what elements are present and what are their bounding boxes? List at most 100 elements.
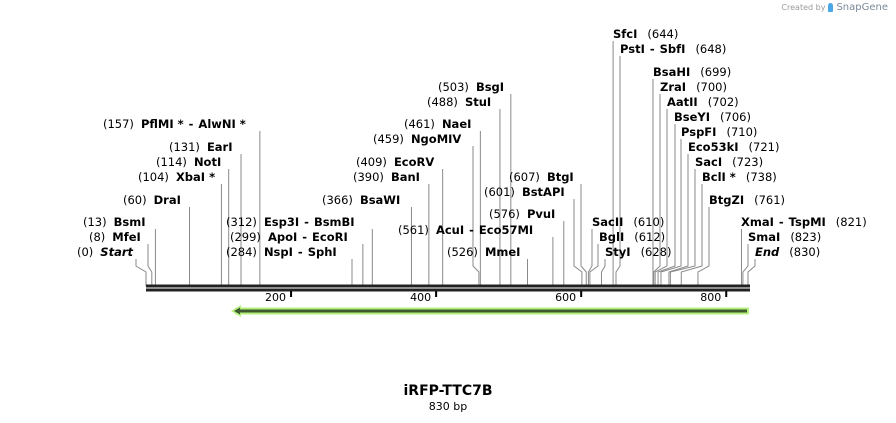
enzyme-name[interactable]: ZraI	[660, 80, 687, 94]
enzyme-name[interactable]: StuI	[464, 95, 492, 109]
restriction-site[interactable]: (366) BsaWI	[322, 194, 400, 207]
enzyme-name[interactable]: Eco53kI	[688, 140, 739, 154]
restriction-site[interactable]: AatII (702)	[667, 96, 739, 109]
site-position: (721)	[748, 140, 780, 154]
enzyme-name[interactable]: ApoI	[267, 230, 298, 244]
restriction-site[interactable]: SacI (723)	[695, 156, 763, 169]
enzyme-name[interactable]: AcuI	[435, 223, 465, 237]
restriction-site[interactable]: (607) BtgI	[509, 171, 574, 184]
enzyme-name[interactable]: BsaWI	[359, 193, 401, 207]
enzyme-name[interactable]: EcoRV	[393, 155, 435, 169]
enzyme-name[interactable]: Esp3I	[263, 215, 300, 229]
restriction-site[interactable]: (390) BanI	[353, 171, 420, 184]
enzyme-name[interactable]: AatII	[667, 95, 698, 109]
site-connector	[697, 207, 710, 286]
site-enzymes: BtgI	[547, 170, 574, 184]
enzyme-name[interactable]: BglI	[599, 230, 625, 244]
restriction-site[interactable]: Eco53kI (721)	[688, 141, 779, 154]
site-enzymes: StyI	[605, 245, 631, 259]
enzyme-name[interactable]: BsmBI	[313, 215, 355, 229]
enzyme-name[interactable]: EcoRI	[312, 230, 348, 244]
enzyme-name[interactable]: SbfI	[659, 42, 686, 56]
site-position: (823)	[790, 230, 822, 244]
restriction-site[interactable]: (576) PvuI	[489, 208, 555, 221]
site-enzymes: BanI	[391, 170, 420, 184]
restriction-site[interactable]: (503) BsgI	[438, 81, 504, 94]
enzyme-name[interactable]: MmeI	[484, 245, 521, 259]
enzyme-name[interactable]: XmaI	[741, 215, 774, 229]
tick-mark	[580, 291, 583, 297]
restriction-site[interactable]: SmaI (823)	[748, 231, 821, 244]
enzyme-name[interactable]: XbaI *	[175, 170, 216, 184]
restriction-site[interactable]: ZraI (700)	[660, 81, 727, 94]
enzyme-name[interactable]: PflMI *	[140, 117, 184, 131]
restriction-site[interactable]: BclI * (738)	[702, 171, 777, 184]
enzyme-name[interactable]: PstI	[620, 42, 645, 56]
restriction-site[interactable]: PstI - SbfI (648)	[620, 43, 726, 56]
restriction-site[interactable]: BsaHI (699)	[653, 66, 731, 79]
enzyme-name[interactable]: PspFI	[681, 125, 717, 139]
enzyme-name[interactable]: Eco57MI	[478, 223, 534, 237]
enzyme-name[interactable]: BsaHI	[653, 65, 691, 79]
enzyme-name[interactable]: BsgI	[475, 80, 505, 94]
restriction-site[interactable]: (131) EarI	[169, 141, 233, 154]
restriction-site[interactable]: (601) BstAPI	[484, 186, 565, 199]
restriction-site[interactable]: (461) NaeI	[404, 118, 471, 131]
enzyme-name[interactable]: EarI	[206, 140, 233, 154]
restriction-site[interactable]: (157) PflMI * - AlwNI *	[103, 118, 246, 131]
restriction-site[interactable]: PspFI (710)	[681, 126, 757, 139]
enzyme-name[interactable]: SacI	[695, 155, 723, 169]
enzyme-name[interactable]: BstAPI	[521, 185, 565, 199]
enzyme-name[interactable]: MfeI	[112, 230, 141, 244]
restriction-site[interactable]: (0) Start	[77, 246, 133, 259]
restriction-site[interactable]: SfcI (644)	[613, 28, 678, 41]
enzyme-name[interactable]: NgoMIV	[410, 132, 462, 146]
enzyme-name[interactable]: SfcI	[613, 27, 638, 41]
restriction-site[interactable]: (284) NspI - SphI	[226, 246, 337, 259]
restriction-site[interactable]: StyI (628)	[605, 246, 672, 259]
enzyme-name[interactable]: BtgI	[546, 170, 574, 184]
restriction-site[interactable]: (312) Esp3I - BsmBI	[226, 216, 355, 229]
restriction-site[interactable]: (8) MfeI	[89, 231, 141, 244]
restriction-site[interactable]: BglI (612)	[599, 231, 665, 244]
enzyme-name[interactable]: End	[755, 245, 780, 259]
site-position: (0)	[77, 245, 94, 259]
enzyme-name[interactable]: NspI	[263, 245, 293, 259]
feature-arrowhead[interactable]	[234, 307, 241, 315]
enzyme-name[interactable]: TspMI	[788, 215, 826, 229]
site-enzymes: BstAPI	[522, 185, 565, 199]
enzyme-name[interactable]: BseYI	[674, 110, 711, 124]
enzyme-name[interactable]: BanI	[390, 170, 420, 184]
restriction-site[interactable]: (409) EcoRV	[356, 156, 434, 169]
enzyme-name[interactable]: BclI *	[702, 170, 736, 184]
restriction-site[interactable]: (526) MmeI	[447, 246, 520, 259]
site-position: (710)	[726, 125, 758, 139]
enzyme-name[interactable]: StyI	[605, 245, 631, 259]
enzyme-name[interactable]: NaeI	[441, 117, 472, 131]
restriction-site[interactable]: BtgZI (761)	[709, 194, 785, 207]
site-connector	[472, 146, 480, 286]
restriction-site[interactable]: SacII (610)	[592, 216, 664, 229]
restriction-site[interactable]: BseYI (706)	[674, 111, 751, 124]
restriction-site[interactable]: (104) XbaI *	[138, 171, 215, 184]
restriction-site[interactable]: (299) ApoI - EcoRI	[230, 231, 348, 244]
enzyme-name[interactable]: AlwNI *	[198, 117, 246, 131]
enzyme-name[interactable]: SphI	[307, 245, 337, 259]
site-enzymes: PspFI	[681, 125, 716, 139]
restriction-site[interactable]: (114) NotI	[156, 156, 221, 169]
restriction-site[interactable]: (488) StuI	[427, 96, 491, 109]
restriction-site[interactable]: (60) DraI	[123, 194, 181, 207]
enzyme-name[interactable]: SacII	[592, 215, 624, 229]
restriction-site[interactable]: End (830)	[755, 246, 820, 259]
enzyme-name[interactable]: Start	[100, 245, 134, 259]
restriction-site[interactable]: (459) NgoMIV	[373, 133, 461, 146]
restriction-site[interactable]: XmaI - TspMI (821)	[741, 216, 867, 229]
enzyme-name[interactable]: BtgZI	[709, 193, 745, 207]
enzyme-name[interactable]: PvuI	[526, 207, 556, 221]
enzyme-name[interactable]: NotI	[193, 155, 222, 169]
enzyme-name[interactable]: DraI	[153, 193, 181, 207]
restriction-site[interactable]: (561) AcuI - Eco57MI	[398, 224, 533, 237]
enzyme-name[interactable]: SmaI	[748, 230, 781, 244]
enzyme-name[interactable]: BsmI	[113, 215, 146, 229]
restriction-site[interactable]: (13) BsmI	[83, 216, 145, 229]
